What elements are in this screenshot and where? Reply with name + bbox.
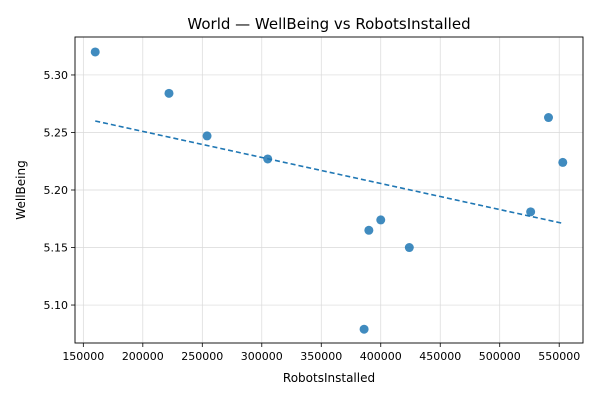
data-point — [90, 47, 100, 57]
data-point — [404, 243, 414, 253]
trendline-layer — [95, 120, 563, 225]
y-axis-label: WellBeing — [14, 160, 28, 219]
y-tick-label: 5.20 — [44, 184, 69, 197]
x-tick-label: 450000 — [419, 350, 461, 363]
data-point — [263, 154, 273, 164]
data-point — [558, 157, 568, 167]
x-tick-label: 400000 — [360, 350, 402, 363]
y-axis: 5.10 5.15 5.20 5.25 5.30 — [44, 69, 75, 312]
data-point — [359, 324, 369, 334]
data-point — [376, 215, 386, 225]
x-tick-label: 150000 — [62, 350, 104, 363]
grid — [75, 37, 583, 343]
x-axis-label: RobotsInstalled — [283, 371, 375, 385]
data-point — [202, 131, 212, 141]
y-tick-label: 5.30 — [44, 69, 69, 82]
x-tick-label: 200000 — [122, 350, 164, 363]
x-tick-label: 500000 — [479, 350, 521, 363]
trendline — [95, 120, 563, 225]
y-tick-label: 5.10 — [44, 299, 69, 312]
x-tick-label: 300000 — [241, 350, 283, 363]
x-tick-label: 350000 — [300, 350, 342, 363]
x-tick-label: 250000 — [181, 350, 223, 363]
data-point — [364, 225, 374, 235]
data-point — [526, 207, 536, 217]
y-tick-label: 5.25 — [44, 126, 69, 139]
x-tick-label: 550000 — [538, 350, 580, 363]
data-point — [543, 113, 553, 123]
y-tick-label: 5.15 — [44, 242, 69, 255]
data-point — [164, 88, 174, 98]
x-axis: 150000 200000 250000 300000 350000 400000 4500… — [62, 343, 580, 363]
chart-title: World — WellBeing vs RobotsInstalled — [187, 15, 470, 33]
points-layer — [90, 47, 568, 334]
